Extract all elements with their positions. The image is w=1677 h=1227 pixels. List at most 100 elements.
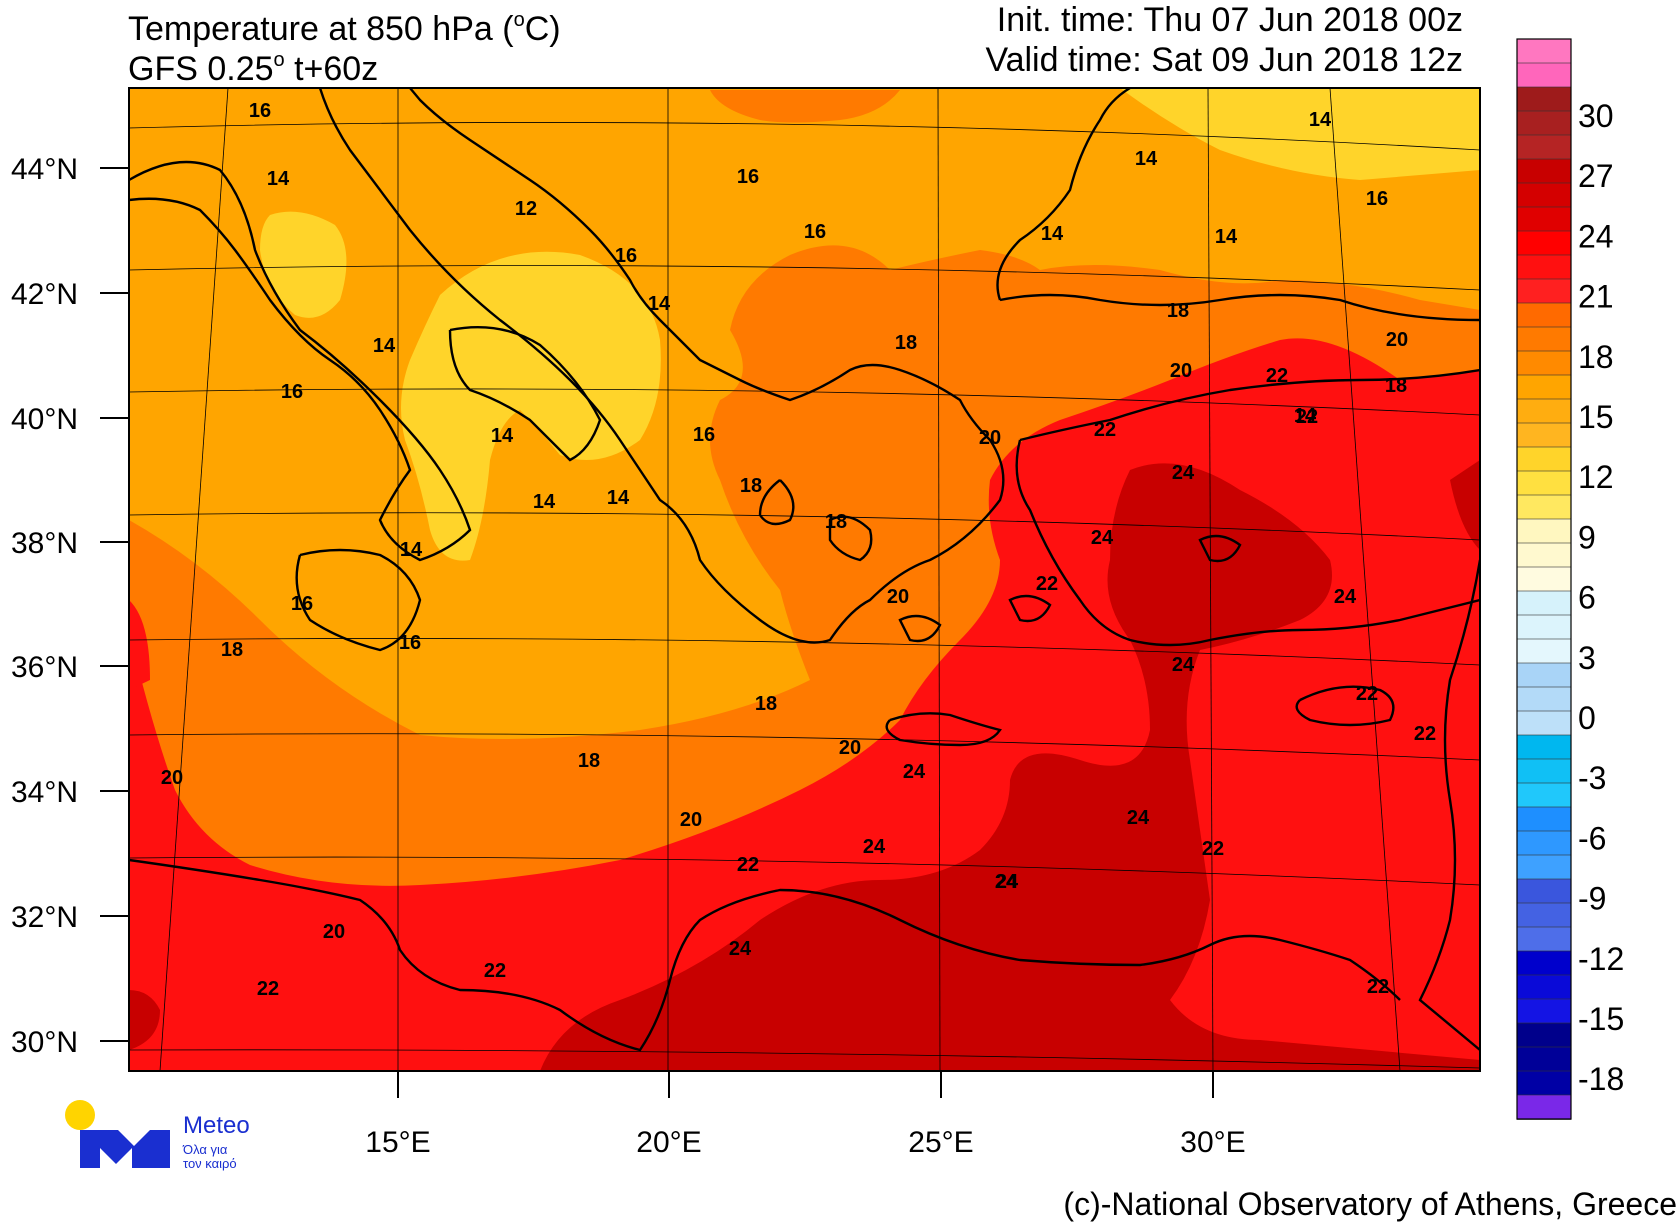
contour-label: 22 bbox=[1094, 419, 1116, 441]
colorbar-frame bbox=[1516, 38, 1572, 1120]
colorbar-swatch bbox=[1516, 206, 1572, 232]
m-icon bbox=[80, 1130, 170, 1168]
colorbar-swatch bbox=[1516, 38, 1572, 64]
contour-label: 20 bbox=[887, 586, 909, 608]
contour-label: 24 bbox=[1334, 586, 1357, 608]
contour-label: 24 bbox=[729, 938, 752, 960]
contour-label: 20 bbox=[161, 767, 183, 789]
sun-icon bbox=[65, 1100, 95, 1130]
colorbar-swatch bbox=[1516, 182, 1572, 208]
colorbar-label: 18 bbox=[1578, 339, 1614, 375]
colorbar-swatch bbox=[1516, 902, 1572, 928]
colorbar-swatch bbox=[1516, 806, 1572, 832]
contour-label: 18 bbox=[895, 332, 917, 354]
contour-label: 24 bbox=[903, 761, 926, 783]
colorbar bbox=[1516, 38, 1572, 1120]
colorbar-swatch bbox=[1516, 758, 1572, 784]
colorbar-swatch bbox=[1516, 638, 1572, 664]
colorbar-swatch bbox=[1516, 398, 1572, 424]
contour-label: 18 bbox=[755, 693, 777, 715]
contour-label: 16 bbox=[804, 221, 826, 243]
colorbar-label: 12 bbox=[1578, 459, 1614, 495]
contour-label: 22 bbox=[1296, 406, 1318, 428]
contour-label: 16 bbox=[615, 245, 637, 267]
contour-label: 14 bbox=[1294, 405, 1317, 427]
colorbar-swatch bbox=[1516, 998, 1572, 1024]
contour-label: 20 bbox=[680, 809, 702, 831]
contour-label: 12 bbox=[515, 198, 537, 220]
colorbar-swatch bbox=[1516, 158, 1572, 184]
band-12-15-adriatic bbox=[401, 251, 661, 561]
colorbar-swatch bbox=[1516, 974, 1572, 1000]
map-title: Temperature at 850 hPa (oC) bbox=[128, 9, 561, 48]
logo-name: Meteo bbox=[183, 1112, 250, 1139]
contour-label: 14 bbox=[533, 491, 556, 513]
band-12-15-corsica bbox=[260, 211, 347, 318]
model-info: GFS 0.25o t+60z bbox=[128, 49, 379, 88]
colorbar-label: -12 bbox=[1578, 941, 1624, 977]
lon-label: 15°E bbox=[365, 1126, 430, 1159]
contour-label: 14 bbox=[648, 293, 671, 315]
contour-label: 20 bbox=[1386, 329, 1408, 351]
colorbar-swatch bbox=[1516, 830, 1572, 856]
contour-label: 14 bbox=[1215, 226, 1238, 248]
band-18-21-north bbox=[710, 90, 900, 123]
contour-label: 18 bbox=[740, 475, 762, 497]
contour-label: 14 bbox=[1135, 148, 1158, 170]
colorbar-swatch bbox=[1516, 542, 1572, 568]
band-21-24-west bbox=[129, 600, 150, 690]
colorbar-swatch bbox=[1516, 662, 1572, 688]
band-12-15-north bbox=[1120, 88, 1480, 180]
colorbar-swatch bbox=[1516, 374, 1572, 400]
colorbar-swatch bbox=[1516, 1046, 1572, 1072]
contour-label: 22 bbox=[257, 978, 279, 1000]
contour-label: 20 bbox=[979, 427, 1001, 449]
band-24-27-east bbox=[1450, 460, 1480, 550]
lat-label: 36°N bbox=[11, 651, 78, 684]
meteo-logo bbox=[65, 1100, 170, 1168]
colorbar-swatch bbox=[1516, 854, 1572, 880]
colorbar-swatch bbox=[1516, 782, 1572, 808]
contour-label: 24 bbox=[1091, 527, 1114, 549]
lat-label: 30°N bbox=[11, 1026, 78, 1059]
colorbar-swatch bbox=[1516, 62, 1572, 88]
colorbar-label: 15 bbox=[1578, 399, 1614, 435]
colorbar-swatch bbox=[1516, 86, 1572, 112]
colorbar-swatch bbox=[1516, 878, 1572, 904]
temperature-fill bbox=[129, 88, 1480, 1071]
colorbar-label: -15 bbox=[1578, 1001, 1624, 1037]
band-24-27 bbox=[540, 463, 1480, 1071]
valid-time: Valid time: Sat 09 Jun 2018 12z bbox=[985, 41, 1463, 79]
contour-label: 22 bbox=[1356, 683, 1378, 705]
contour-label: 18 bbox=[221, 639, 243, 661]
lat-label: 38°N bbox=[11, 527, 78, 560]
contour-label: 16 bbox=[399, 632, 421, 654]
contour-labels: 16 14 12 14 16 14 16 16 14 14 16 14 14 16 18 18 20 22 20 18… bbox=[161, 100, 1436, 1000]
logo-tagline: Όλα για τον καιρό bbox=[183, 1142, 237, 1171]
lat-label: 42°N bbox=[11, 278, 78, 311]
graticule bbox=[129, 88, 1480, 1071]
lon-label: 25°E bbox=[908, 1126, 973, 1159]
colorbar-label: 30 bbox=[1578, 98, 1614, 134]
colorbar-swatch bbox=[1516, 1094, 1572, 1120]
colorbar-swatch bbox=[1516, 1070, 1572, 1096]
colorbar-swatch bbox=[1516, 566, 1572, 592]
lat-label: 34°N bbox=[11, 776, 78, 809]
colorbar-swatch bbox=[1516, 950, 1572, 976]
contour-label: 14 bbox=[373, 335, 396, 357]
contour-label: 22 bbox=[484, 960, 506, 982]
colorbar-swatch bbox=[1516, 110, 1572, 136]
map-frame bbox=[128, 87, 1481, 1072]
colorbar-label: 24 bbox=[1578, 218, 1614, 254]
contour-label: 18 bbox=[1385, 375, 1407, 397]
contour-label: 16 bbox=[249, 100, 271, 122]
colorbar-swatch bbox=[1516, 230, 1572, 256]
colorbar-label: -9 bbox=[1578, 881, 1606, 917]
colorbar-swatch bbox=[1516, 926, 1572, 952]
colorbar-swatch bbox=[1516, 302, 1572, 328]
contour-label: 14 bbox=[267, 168, 290, 190]
lat-label: 44°N bbox=[11, 153, 78, 186]
band-24-27-sw bbox=[129, 990, 160, 1050]
